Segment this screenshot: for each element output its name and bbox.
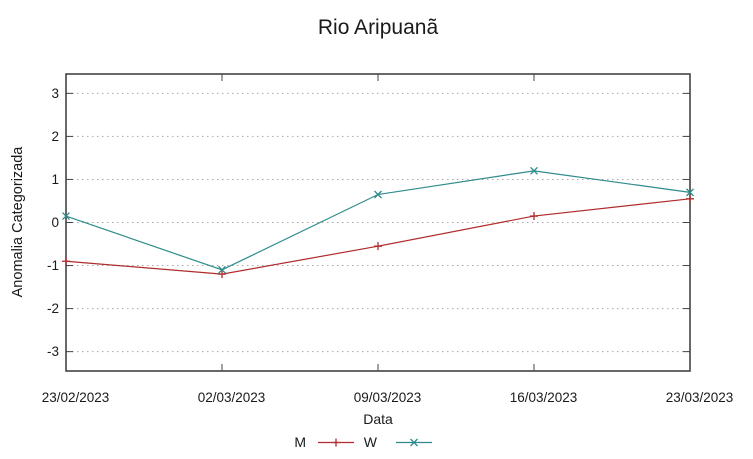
- y-tick-label: -2: [47, 301, 59, 316]
- y-tick-label: 2: [51, 129, 59, 144]
- y-tick-label: 0: [51, 215, 59, 230]
- chart-title: Rio Aripuanã: [318, 16, 439, 39]
- series-M-marker: [218, 270, 226, 279]
- x-tick-label: 23/02/2023: [42, 390, 110, 405]
- series-M-marker: [530, 212, 538, 221]
- series-W-marker: [62, 212, 70, 221]
- series-W-marker: [686, 188, 694, 197]
- series-W-marker: [530, 166, 538, 175]
- series-W-marker: [218, 265, 226, 274]
- x-tick-label: 09/03/2023: [354, 390, 422, 405]
- x-tick-label: 16/03/2023: [510, 390, 578, 405]
- y-tick-label: 1: [51, 172, 59, 187]
- legend-sample-marker-W: [410, 438, 418, 447]
- plot-border: [65, 73, 691, 372]
- series-W-line: [65, 170, 691, 271]
- x-tick-label: 02/03/2023: [198, 390, 266, 405]
- series-M-marker: [686, 194, 694, 203]
- legend-label-W: W: [364, 434, 378, 450]
- y-tick-label: -1: [47, 258, 59, 273]
- y-tick-label: 3: [51, 86, 59, 101]
- series-M-marker: [374, 242, 382, 251]
- legend-sample-marker-M: [332, 438, 340, 447]
- series-M-marker: [62, 257, 70, 266]
- y-tick-label: -3: [47, 344, 59, 359]
- series-W-marker: [374, 190, 382, 199]
- x-axis-label: Data: [363, 411, 393, 427]
- legend-label-M: M: [294, 434, 306, 450]
- y-axis-label: Anomalia Categorizada: [10, 146, 26, 298]
- series-M-line: [65, 198, 691, 275]
- x-tick-label: 23/03/2023: [666, 390, 734, 405]
